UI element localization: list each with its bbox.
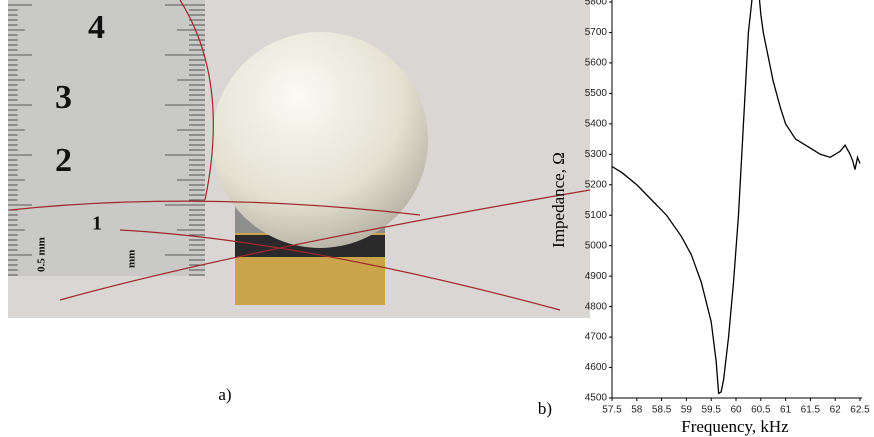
x-axis-label: Frequency, kHz xyxy=(681,417,789,436)
ball xyxy=(212,32,428,248)
x-tick-label: 62.5 xyxy=(850,405,870,416)
y-tick-label: 4500 xyxy=(585,393,608,404)
x-tick-label: 61.5 xyxy=(801,405,821,416)
x-tick-label: 59.5 xyxy=(701,405,721,416)
y-tick-label: 5500 xyxy=(585,88,608,99)
x-tick-label: 59 xyxy=(681,405,693,416)
x-tick-label: 60.5 xyxy=(751,405,771,416)
chart: Impedance, Ω Frequency, kHz 4500 4600 4700… xyxy=(549,0,870,436)
x-tick-label: 61 xyxy=(780,405,792,416)
y-tick-label: 4900 xyxy=(585,271,608,282)
ruler-label: 3 xyxy=(55,79,72,116)
ruler-label: mm xyxy=(126,250,138,268)
x-tick-label: 60 xyxy=(730,405,742,416)
ruler-label: 1 xyxy=(92,213,102,235)
x-tick-label: 58.5 xyxy=(652,405,672,416)
ruler-label: 2 xyxy=(55,142,72,179)
panel-label: a) xyxy=(218,385,231,404)
y-tick-label: 5200 xyxy=(585,179,608,190)
y-tick-label: 5000 xyxy=(585,240,608,251)
x-tick-label: 62 xyxy=(830,405,842,416)
ruler-label: 0.5 mm xyxy=(36,237,48,272)
y-tick-label: 5100 xyxy=(585,210,608,221)
y-tick-label: 5600 xyxy=(585,58,608,69)
y-tick-label: 4600 xyxy=(585,362,608,373)
ruler-label: 4 xyxy=(88,9,105,46)
x-tick-label: 58 xyxy=(631,405,643,416)
y-tick-label: 5800 xyxy=(585,0,608,8)
y-tick-label: 5400 xyxy=(585,118,608,129)
panel-label: b) xyxy=(538,399,552,418)
line-series xyxy=(612,0,860,393)
figure: 4 3 2 1 0.5 mm mm a) b) Impedance, Ω Fre… xyxy=(0,0,874,437)
photo: 4 3 2 1 0.5 mm mm xyxy=(8,0,590,318)
y-tick-label: 5300 xyxy=(585,149,608,160)
page: {"photo": {"ruler_labels": ["4", "3", "2… xyxy=(0,0,874,437)
y-tick-label: 4800 xyxy=(585,301,608,312)
y-axis-label: Impedance, Ω xyxy=(549,152,568,248)
y-tick-label: 4700 xyxy=(585,332,608,343)
x-tick-label: 57.5 xyxy=(602,405,622,416)
y-tick-label: 5700 xyxy=(585,27,608,38)
